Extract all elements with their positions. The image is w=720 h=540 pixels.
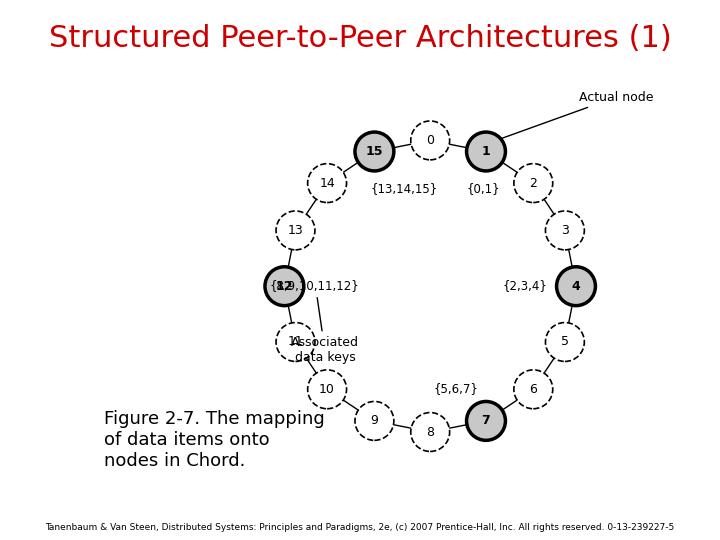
- Circle shape: [307, 370, 346, 409]
- Text: 12: 12: [276, 280, 293, 293]
- Text: 2: 2: [529, 177, 537, 190]
- Text: 7: 7: [482, 414, 490, 427]
- Text: Figure 2-7. The mapping
of data items onto
nodes in Chord.: Figure 2-7. The mapping of data items on…: [104, 410, 324, 470]
- Circle shape: [307, 164, 346, 202]
- Text: 11: 11: [287, 335, 303, 348]
- Circle shape: [546, 322, 585, 361]
- Text: 9: 9: [371, 414, 378, 427]
- Text: 0: 0: [426, 134, 434, 147]
- Circle shape: [265, 267, 304, 306]
- Text: 5: 5: [561, 335, 569, 348]
- Text: 4: 4: [572, 280, 580, 293]
- Text: 13: 13: [287, 224, 303, 237]
- Text: 6: 6: [529, 383, 537, 396]
- Circle shape: [276, 322, 315, 361]
- Circle shape: [410, 121, 449, 160]
- Text: Tanenbaum & Van Steen, Distributed Systems: Principles and Paradigms, 2e, (c) 20: Tanenbaum & Van Steen, Distributed Syste…: [45, 523, 675, 532]
- Text: {8,9,10,11,12}: {8,9,10,11,12}: [269, 279, 359, 292]
- Text: Structured Peer-to-Peer Architectures (1): Structured Peer-to-Peer Architectures (1…: [49, 24, 671, 53]
- Text: {13,14,15}: {13,14,15}: [371, 182, 438, 195]
- Text: {0,1}: {0,1}: [467, 182, 500, 195]
- Circle shape: [546, 211, 585, 250]
- Text: Actual node: Actual node: [500, 91, 653, 139]
- Text: Associated
data keys: Associated data keys: [291, 298, 359, 364]
- Circle shape: [276, 211, 315, 250]
- Circle shape: [514, 164, 553, 202]
- Circle shape: [557, 267, 595, 306]
- Text: {2,3,4}: {2,3,4}: [503, 279, 547, 292]
- Circle shape: [514, 370, 553, 409]
- Text: 8: 8: [426, 426, 434, 438]
- Circle shape: [410, 413, 449, 451]
- Text: 14: 14: [319, 177, 335, 190]
- Text: {5,6,7}: {5,6,7}: [434, 382, 479, 395]
- Text: 10: 10: [319, 383, 335, 396]
- Text: 1: 1: [482, 145, 490, 158]
- Circle shape: [467, 401, 505, 440]
- Text: 3: 3: [561, 224, 569, 237]
- Circle shape: [467, 132, 505, 171]
- Circle shape: [355, 132, 394, 171]
- Circle shape: [355, 401, 394, 440]
- Text: 15: 15: [366, 145, 383, 158]
